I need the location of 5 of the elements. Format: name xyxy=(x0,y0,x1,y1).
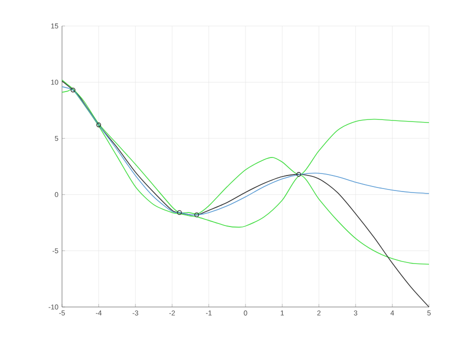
point xyxy=(96,122,102,128)
point xyxy=(70,88,76,92)
point xyxy=(296,172,302,177)
point xyxy=(177,210,182,215)
point xyxy=(194,212,200,218)
